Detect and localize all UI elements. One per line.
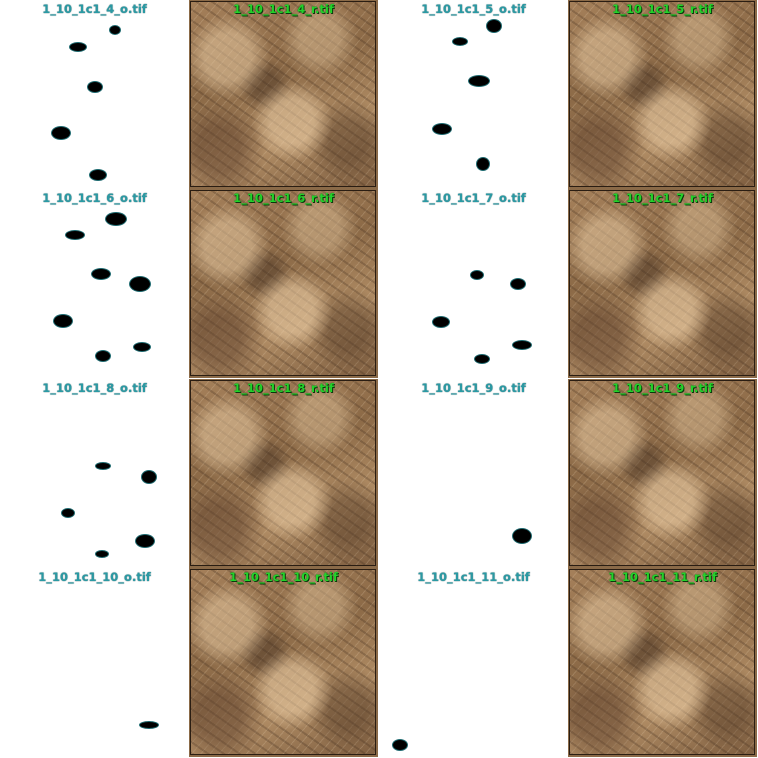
mask-blob <box>70 43 86 51</box>
soil-photo-tile: 1_10_1c1_11_r.tif <box>568 568 757 757</box>
tile-label: 1_10_1c1_5_o.tif <box>421 2 526 16</box>
tile-label: 1_10_1c1_8_o.tif <box>42 381 147 395</box>
soil-photo <box>569 380 755 566</box>
mask-tile: 1_10_1c1_5_o.tif <box>379 0 568 189</box>
mask-blob <box>110 26 120 34</box>
mask-tile: 1_10_1c1_8_o.tif <box>0 379 189 568</box>
mask-blob <box>134 343 150 351</box>
mask-blob <box>433 124 451 134</box>
tile-label: 1_10_1c1_7_r.tif <box>612 191 713 205</box>
mask-blob <box>66 231 84 239</box>
mask-tile: 1_10_1c1_7_o.tif <box>379 189 568 378</box>
mask-blob <box>471 271 483 279</box>
tile-label: 1_10_1c1_9_o.tif <box>421 381 526 395</box>
tile-label: 1_10_1c1_9_r.tif <box>612 381 713 395</box>
mask-blob <box>433 317 449 327</box>
mask-blob <box>130 277 150 291</box>
soil-photo-tile: 1_10_1c1_10_r.tif <box>189 568 378 757</box>
soil-photo-tile: 1_10_1c1_9_r.tif <box>568 379 757 568</box>
mask-blob <box>469 76 489 86</box>
tile-label: 1_10_1c1_10_o.tif <box>38 570 151 584</box>
mask-blob <box>96 351 110 361</box>
mask-blob <box>393 740 407 750</box>
mask-blob <box>96 551 108 557</box>
mask-tile: 1_10_1c1_9_o.tif <box>379 379 568 568</box>
tile-label: 1_10_1c1_4_o.tif <box>42 2 147 16</box>
soil-photo <box>569 569 755 755</box>
soil-photo <box>569 190 755 376</box>
mask-blob <box>96 463 110 469</box>
tile-label: 1_10_1c1_4_r.tif <box>233 2 334 16</box>
tile-label: 1_10_1c1_11_r.tif <box>608 570 717 584</box>
mask-blob <box>88 82 102 92</box>
tile-label: 1_10_1c1_11_o.tif <box>417 570 530 584</box>
soil-photo-tile: 1_10_1c1_7_r.tif <box>568 189 757 378</box>
soil-photo <box>190 190 376 376</box>
mask-blob <box>477 158 489 170</box>
tile-label: 1_10_1c1_7_o.tif <box>421 191 526 205</box>
soil-photo <box>190 380 376 566</box>
soil-photo <box>190 1 376 187</box>
mask-blob <box>453 38 467 45</box>
soil-photo-tile: 1_10_1c1_6_r.tif <box>189 189 378 378</box>
mask-blob <box>52 127 70 139</box>
mask-blob <box>92 269 110 279</box>
tile-label: 1_10_1c1_6_r.tif <box>233 191 334 205</box>
mask-tile: 1_10_1c1_10_o.tif <box>0 568 189 757</box>
mask-blob <box>475 355 489 363</box>
mask-tile: 1_10_1c1_6_o.tif <box>0 189 189 378</box>
mask-blob <box>90 170 106 180</box>
mask-blob <box>136 535 154 547</box>
mask-blob <box>487 20 501 32</box>
soil-photo <box>190 569 376 755</box>
soil-photo-tile: 1_10_1c1_4_r.tif <box>189 0 378 189</box>
mask-tile: 1_10_1c1_11_o.tif <box>379 568 568 757</box>
mask-blob <box>54 315 72 327</box>
soil-photo-tile: 1_10_1c1_5_r.tif <box>568 0 757 189</box>
tile-label: 1_10_1c1_6_o.tif <box>42 191 147 205</box>
mask-blob <box>513 341 531 349</box>
mask-blob <box>62 509 74 517</box>
mask-blob <box>513 529 531 543</box>
mask-blob <box>140 722 158 728</box>
soil-photo-tile: 1_10_1c1_8_r.tif <box>189 379 378 568</box>
tile-label: 1_10_1c1_8_r.tif <box>233 381 334 395</box>
tile-label: 1_10_1c1_10_r.tif <box>229 570 338 584</box>
mask-blob <box>511 279 525 289</box>
soil-photo <box>569 1 755 187</box>
mask-blob <box>142 471 156 483</box>
tile-label: 1_10_1c1_5_r.tif <box>612 2 713 16</box>
mask-blob <box>106 213 126 225</box>
mask-tile: 1_10_1c1_4_o.tif <box>0 0 189 189</box>
